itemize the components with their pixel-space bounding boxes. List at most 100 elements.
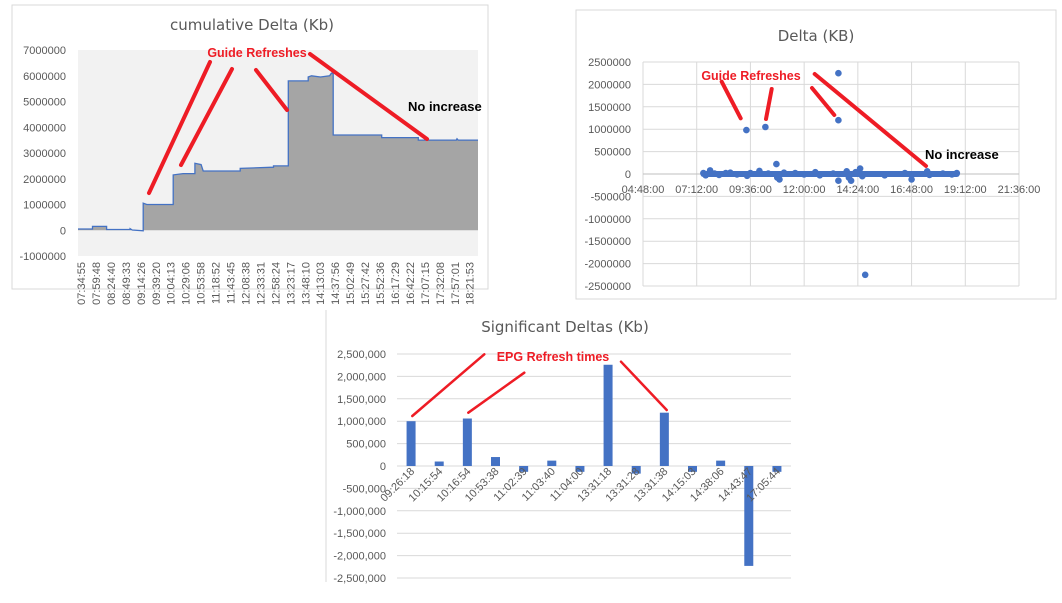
significant-deltas-chart: Significant Deltas (Kb) 2,500,000 2,000,0… [325,310,791,585]
bar [716,460,726,466]
bar [659,412,669,466]
x-tick-label: 17:07:15 [420,262,432,305]
data-point [776,176,783,183]
cumulative-area [78,73,478,231]
y-tick-label: 3000000 [23,148,66,160]
x-tick-label: 07:59:48 [91,262,103,305]
x-tick-label: 12:00:00 [783,184,826,196]
y-tick-label: 5000000 [23,97,66,109]
data-point [816,172,824,179]
data-point [835,69,842,77]
x-tick-label: 18:21:53 [465,262,477,305]
y-tick-label: -1000000 [585,214,632,226]
x-tick-label: 15:52:36 [375,262,387,305]
y-tick-label: 6000000 [23,71,66,83]
x-tick-label: 13:48:10 [300,262,312,305]
data-point [702,172,709,179]
x-tick-label: 14:13:03 [315,262,327,305]
bar [491,457,500,466]
x-tick-label: 09:14:26 [136,262,148,305]
annotation-line [812,72,928,168]
data-point [773,160,780,168]
y-tick-label: 1000000 [23,200,66,212]
x-tick-label: 08:49:33 [121,262,133,305]
y-tick-label: 2500000 [588,57,631,69]
x-tick-label: 16:42:22 [405,262,417,305]
y-tick-label: -500,000 [343,483,386,495]
x-tick-label: 16:17:29 [390,262,402,305]
x-tick-label: 14:24:00 [836,184,879,196]
x-tick-label: 15:27:42 [360,262,372,305]
y-tick-label: 500000 [594,147,631,159]
annotation-guide-refreshes: Guide Refreshes [701,69,800,83]
x-tick-label: 17:32:08 [435,262,447,305]
data-point [856,165,864,172]
x-tick-label: 07:12:00 [675,184,718,196]
data-point [765,170,772,177]
data-point [743,126,750,134]
chart-title: cumulative Delta (Kb) [170,16,334,34]
bar [744,466,754,566]
annotation-line [179,67,234,167]
data-point [852,168,859,176]
x-tick-label: 09:39:20 [151,262,163,305]
x-tick-label: 12:33:31 [255,262,267,305]
x-tick-label: 19:12:00 [944,184,987,196]
data-point [908,176,915,183]
annotation-line [308,52,429,141]
y-tick-label: 0 [625,169,631,181]
cumulative-delta-chart: cumulative Delta (Kb) 7000000 6000000 5000… [11,4,489,305]
chart-frame [575,9,1057,300]
data-point [926,171,933,179]
y-tick-label: -1500000 [585,236,632,248]
data-point [835,177,842,184]
chart-title: Delta (KB) [778,27,855,45]
data-point [861,271,869,279]
data-point [901,169,909,177]
x-tick-label: 12:58:24 [270,262,282,305]
y-tick-label: 0 [60,225,66,237]
annotation-line [810,86,837,117]
x-tick-label: 07:34:55 [76,262,88,305]
delta-scatter-chart: Delta (KB) 2500000 2000000 1500000 1000000 5… [575,9,1057,300]
y-tick-label: 7000000 [23,45,66,57]
y-tick-label: 1,500,000 [337,394,386,406]
data-point [780,169,788,176]
data-point [762,123,769,131]
data-point [756,167,763,175]
x-tick-label: 12:08:38 [240,262,252,305]
annotation-line [619,360,668,412]
annotation-line [764,87,774,121]
y-tick-label: -1,500,000 [333,528,386,540]
data-point [953,169,961,177]
y-tick-label: 1500000 [588,102,631,114]
bar [772,466,782,472]
y-tick-label: 1,000,000 [337,416,386,428]
annotation-line [254,68,289,112]
bar [406,421,416,466]
annotation-line [467,371,526,414]
data-point [715,171,723,179]
data-point [791,169,799,177]
bar [631,466,641,474]
bar [462,418,472,466]
x-tick-label: 13:23:17 [285,262,297,305]
data-point [843,168,850,175]
data-point [733,171,741,178]
data-point [829,170,837,177]
y-tick-label: -2,500,000 [333,573,386,585]
x-tick-label: 09:36:00 [729,184,772,196]
cumulative-line [78,72,478,232]
bar [519,466,529,472]
y-tick-label: -500000 [591,191,631,203]
annotation-epg-refresh-times: EPG Refresh times [497,350,610,364]
annotation-no-increase: No increase [408,99,482,114]
chart-title: Significant Deltas (Kb) [481,318,649,336]
x-tick-label: 10:04:13 [166,262,178,305]
data-point [939,170,947,177]
bar [434,461,444,466]
x-tick-label: 15:02:49 [345,262,357,305]
y-tick-label: -1000000 [20,251,67,263]
y-tick-label: 500,000 [346,439,386,451]
